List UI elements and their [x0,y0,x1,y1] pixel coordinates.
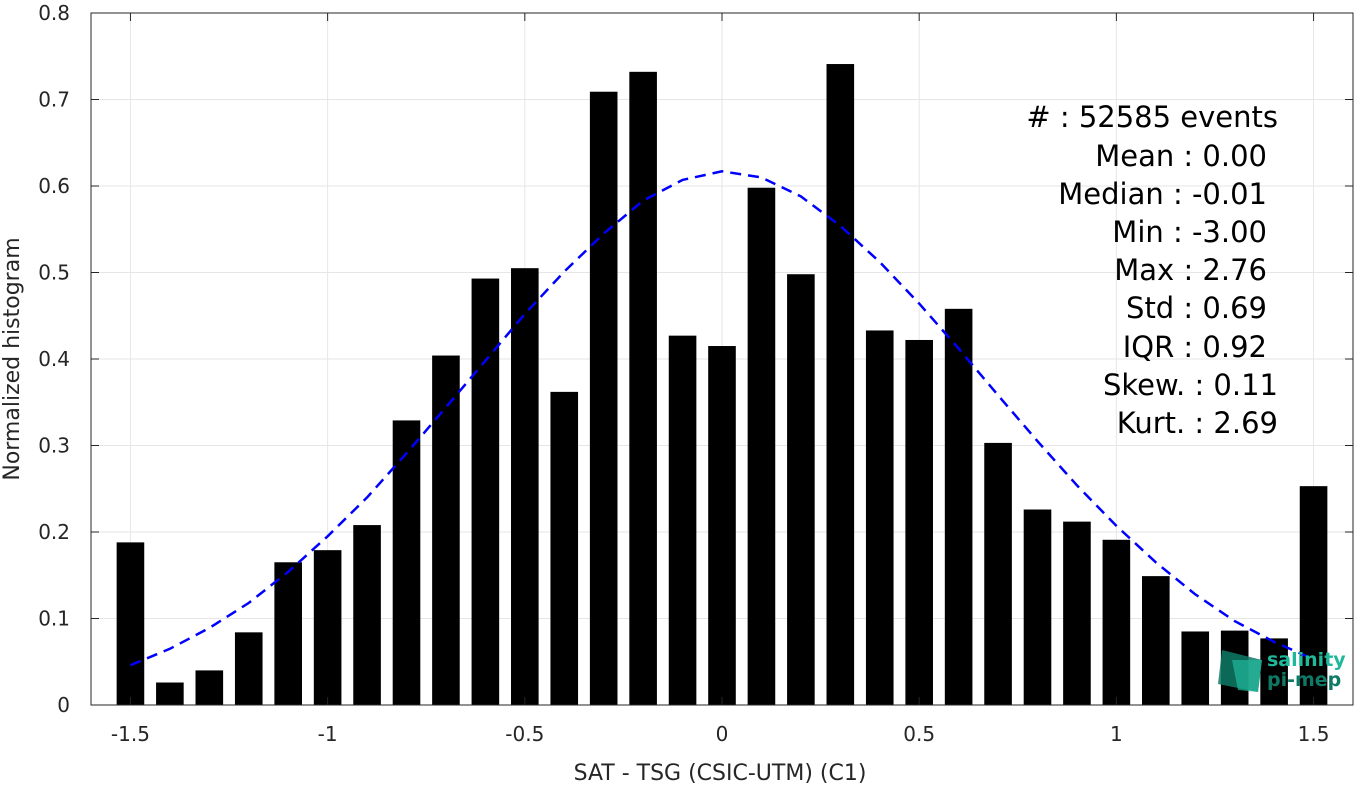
x-tick-label: -1.5 [111,722,150,746]
y-tick-label: 0.4 [38,347,70,371]
histogram-bar [1181,631,1210,705]
y-tick-label: 0.5 [38,261,70,285]
stat-min: Min : -3.00 [1112,215,1267,249]
stat-max: Max : 2.76 [1114,253,1267,287]
histogram-bar [944,308,973,705]
y-tick-label: 0.6 [38,174,70,198]
stat-kurt: Kurt. : 2.69 [1117,406,1278,440]
y-tick-labels: 0 0.1 0.2 0.3 0.4 0.5 0.6 0.7 0.8 [38,1,70,717]
histogram-bar [905,339,933,705]
logo-text-salinity: salinity [1267,649,1346,671]
histogram-bar [116,542,145,705]
histogram-bar [274,562,302,705]
stat-mean: Mean : 0.00 [1095,139,1267,173]
histogram-bar [234,632,263,705]
histogram-bar [1063,521,1091,705]
y-tick-label: 0.2 [38,520,70,544]
histogram-bar [1023,509,1052,705]
histogram-bar [471,278,500,705]
histogram-bar [589,91,618,706]
histogram-bar [353,525,381,705]
x-axis-label: SAT - TSG (CSIC-UTM) (C1) [574,761,867,785]
histogram-bar [313,550,342,705]
histogram-bar [787,274,815,705]
logo-text-pimep: pi-mep [1267,669,1341,691]
histogram-bar [432,355,460,705]
y-tick-label: 0.8 [38,1,70,25]
y-tick-label: 0 [57,693,70,717]
x-tick-labels: -1.5 -1 -0.5 0 0.5 1 1.5 [111,722,1330,746]
y-axis-label: Normalized histogram [0,237,25,480]
stat-median: Median : -0.01 [1058,177,1267,211]
x-tick-label: 1.5 [1298,722,1330,746]
histogram-bar [826,64,855,705]
y-tick-label: 0.3 [38,434,70,458]
histogram-bar [1260,638,1288,705]
x-tick-label: -0.5 [505,722,544,746]
x-tick-label: -1 [318,722,338,746]
y-tick-label: 0.7 [38,88,70,112]
histogram-bar [747,187,776,706]
salinity-pimep-logo: salinity pi-mep [1218,649,1346,692]
histogram-bar [1299,486,1328,705]
histogram-bar [708,346,736,705]
x-tick-label: 0.5 [903,722,935,746]
stat-skew: Skew. : 0.11 [1103,368,1278,402]
y-tick-label: 0.1 [38,607,70,631]
histogram-bar [1102,539,1131,705]
stat-iqr: IQR : 0.92 [1123,330,1267,364]
histogram-bar [629,71,657,705]
histogram-bar [668,335,697,705]
histogram-bar [550,391,579,705]
histogram-bar [511,268,539,705]
histogram-bar [392,420,421,705]
stat-count: # : 52585 events [1026,100,1278,134]
histogram-bar [984,442,1012,705]
histogram-bar [195,670,224,705]
histogram-bar [156,682,184,705]
stat-std: Std : 0.69 [1126,291,1267,325]
histogram-bar [865,330,894,705]
axis-ticks [91,12,1353,706]
x-tick-label: 0 [716,722,729,746]
x-tick-label: 1 [1110,722,1123,746]
bars [116,64,1328,706]
normal-fit-curve [129,170,1315,667]
stats-box: # : 52585 events Mean : 0.00 Median : -0… [1026,100,1278,440]
grid-lines [91,12,1353,706]
logo-mark-facet-icon [1232,660,1262,692]
histogram-bar [1142,576,1170,705]
